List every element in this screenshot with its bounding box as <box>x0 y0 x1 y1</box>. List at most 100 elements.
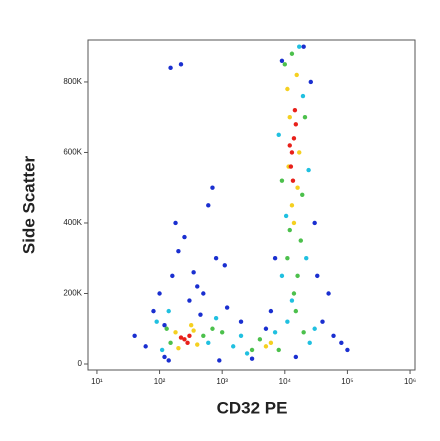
event-dot <box>312 326 317 331</box>
event-dot <box>187 333 192 339</box>
event-dot <box>300 93 306 99</box>
event-dot <box>291 136 297 141</box>
event-dot <box>188 323 194 328</box>
event-dot <box>301 44 306 49</box>
event-dot <box>249 347 255 353</box>
event-dot <box>159 347 165 353</box>
event-dot <box>285 256 290 261</box>
event-dot <box>222 263 227 268</box>
event-dot <box>143 344 148 349</box>
event-dot <box>279 273 285 279</box>
event-dot <box>295 273 300 279</box>
event-dot <box>276 347 281 353</box>
y-axis-title: Side Scatter <box>19 155 38 254</box>
event-dot <box>191 270 196 275</box>
event-dot <box>297 44 302 49</box>
event-dot <box>272 256 278 261</box>
event-dot <box>206 340 211 346</box>
event-dot <box>291 220 297 226</box>
event-dot <box>217 358 222 363</box>
event-dot <box>289 203 295 208</box>
event-dot <box>213 256 219 261</box>
event-dot <box>187 298 192 303</box>
event-dot <box>238 333 244 339</box>
event-dot <box>191 328 196 333</box>
event-dot <box>244 351 250 356</box>
event-dot <box>293 354 299 360</box>
event-dot <box>345 347 350 353</box>
event-dot <box>285 319 290 324</box>
event-dot <box>292 107 298 113</box>
event-dot <box>210 326 215 331</box>
event-dot <box>331 333 336 339</box>
event-dot <box>157 291 162 296</box>
event-dot <box>178 62 184 67</box>
x-tick-label: 10⁵ <box>341 377 353 386</box>
y-tick-label: 400K <box>63 218 82 227</box>
event-dot <box>201 333 206 339</box>
event-dot <box>339 340 344 346</box>
event-dot <box>304 256 309 261</box>
event-dot <box>279 58 285 64</box>
event-dot <box>182 337 187 342</box>
event-dot <box>287 115 292 120</box>
event-dot <box>195 284 200 289</box>
event-dot <box>176 248 181 254</box>
event-dot <box>178 335 184 340</box>
event-dot <box>263 326 269 331</box>
event-dot <box>279 178 285 183</box>
event-dot <box>166 358 171 363</box>
x-axis-title: CD32 PE <box>217 398 288 417</box>
event-dot <box>276 132 281 138</box>
event-dot <box>312 220 317 226</box>
event-dot <box>162 323 167 328</box>
x-tick-label: 10² <box>154 377 166 386</box>
event-dot <box>257 337 263 342</box>
event-dot <box>289 51 295 56</box>
event-dot <box>298 238 303 243</box>
event-dot <box>166 308 171 314</box>
event-dot <box>224 305 230 310</box>
event-dot <box>168 65 173 71</box>
event-dot <box>219 330 225 335</box>
event-dot <box>301 330 306 335</box>
event-dot <box>173 330 178 335</box>
event-dot <box>164 326 169 331</box>
event-dot <box>282 62 287 67</box>
event-dot <box>285 86 290 92</box>
event-dot <box>294 72 299 78</box>
event-dot <box>198 312 203 317</box>
event-dot <box>238 319 244 324</box>
event-dot <box>268 308 274 314</box>
x-tick-label: 10⁶ <box>404 377 416 386</box>
event-dot <box>315 273 320 279</box>
event-dot <box>170 273 175 279</box>
event-dot <box>151 308 156 314</box>
event-dot <box>326 291 331 296</box>
event-dot <box>210 185 215 190</box>
event-dot <box>263 344 269 349</box>
event-dot <box>320 319 325 324</box>
plot-frame <box>87 39 416 371</box>
event-dot <box>297 150 302 155</box>
event-dot <box>195 342 200 347</box>
event-dot <box>185 340 190 346</box>
y-tick-label: 600K <box>63 148 82 157</box>
event-dot <box>168 340 173 346</box>
event-dot <box>287 143 292 148</box>
event-dot <box>293 122 299 127</box>
x-tick-label: 10¹ <box>91 377 103 386</box>
y-tick-label: 200K <box>63 289 82 298</box>
event-dot <box>173 220 178 226</box>
event-dot <box>288 164 294 169</box>
event-dot <box>231 344 236 349</box>
event-dot <box>289 298 295 303</box>
event-dot <box>162 354 167 360</box>
event-dot <box>154 319 159 324</box>
event-dot <box>293 308 299 314</box>
event-dot <box>201 291 206 296</box>
event-dot <box>176 345 181 351</box>
event-dot <box>295 185 300 190</box>
